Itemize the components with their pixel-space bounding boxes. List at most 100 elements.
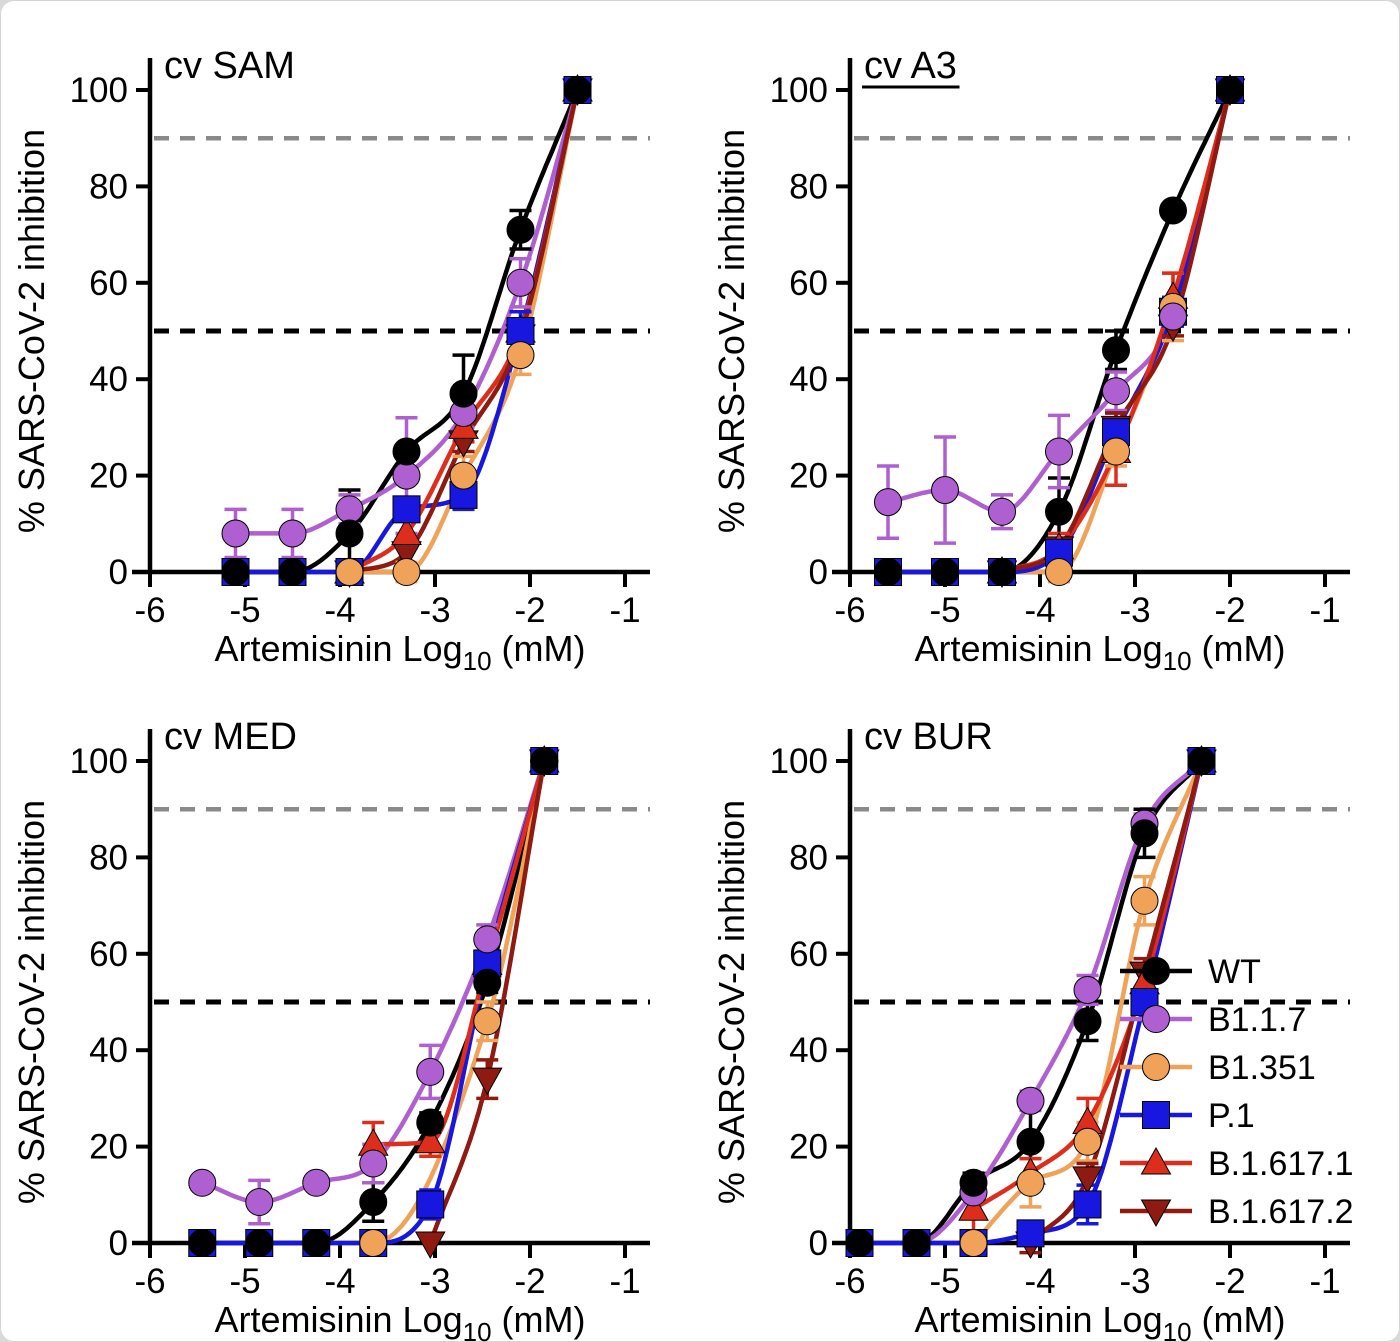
x-tick-label: -5 — [229, 1262, 260, 1301]
x-tick-label: -2 — [514, 591, 545, 630]
data-point-wt — [392, 437, 421, 466]
legend-marker-wt — [1142, 957, 1170, 985]
y-tick-label: 40 — [789, 360, 828, 399]
y-tick-label: 100 — [770, 742, 828, 781]
data-point-b-1-617-2 — [414, 1231, 446, 1260]
panel-title: cv SAM — [164, 45, 295, 87]
x-tick-label: -2 — [514, 1262, 545, 1301]
x-tick-label: -3 — [419, 1262, 450, 1301]
data-point-wt — [221, 558, 250, 586]
data-point-p-1 — [1016, 1219, 1045, 1248]
data-point-b-1-617-2 — [1072, 1166, 1103, 1194]
legend-item-b-1-617-2: B.1.617.2 — [1120, 1193, 1354, 1231]
y-tick-label: 0 — [109, 553, 128, 592]
chart-panel-cv-a3: 0 20 40 60 80 100 -6 -5 -4 -3 -2 -1 Artemisinin Log1… — [711, 45, 1350, 671]
legend-label: B1.1.7 — [1208, 1001, 1306, 1039]
data-point-wt — [449, 379, 478, 408]
legend-label: B.1.617.2 — [1208, 1193, 1354, 1231]
data-point-wt — [959, 1168, 988, 1197]
data-point-b1-1-7 — [278, 519, 307, 548]
x-tick-label: -1 — [1309, 1262, 1340, 1301]
x-tick-label: -3 — [1119, 1262, 1150, 1301]
y-tick-label: 80 — [789, 167, 828, 206]
x-tick-label: -4 — [324, 591, 355, 630]
data-point-b1-1-7 — [302, 1168, 331, 1197]
data-point-wt — [1216, 76, 1244, 104]
data-point-wt — [1159, 196, 1187, 225]
data-point-b1-351 — [506, 341, 535, 370]
x-tick-label: -1 — [1309, 591, 1340, 630]
y-tick-label: 100 — [70, 71, 128, 110]
y-tick-label: 0 — [809, 553, 828, 592]
chart-panel-cv-sam: 0 20 40 60 80 100 -6 -5 -4 -3 -2 -1 Artemisinin Log1… — [11, 45, 650, 671]
data-point-b1-351 — [473, 1007, 502, 1036]
y-tick-label: 40 — [89, 360, 128, 399]
x-tick-label: -6 — [834, 1262, 865, 1301]
data-point-wt — [874, 558, 902, 586]
legend-marker-b1-1-7 — [1142, 1005, 1170, 1033]
data-point-b1-1-7 — [988, 497, 1016, 526]
x-axis-title: Artemisinin Log10 (mM) — [214, 1299, 585, 1342]
x-tick-label: -6 — [834, 591, 865, 630]
y-tick-label: 0 — [809, 1224, 828, 1263]
data-point-wt — [1073, 1007, 1102, 1036]
y-tick-label: 80 — [89, 167, 128, 206]
data-point-wt — [302, 1229, 331, 1257]
y-tick-label: 60 — [89, 264, 128, 303]
y-tick-label: 20 — [89, 1128, 128, 1167]
chart-panel-cv-bur: 0 20 40 60 80 100 -6 -5 -4 -3 -2 -1 Artemisinin Log1… — [711, 716, 1354, 1342]
legend-label: B.1.617.1 — [1208, 1145, 1354, 1183]
data-point-wt — [1045, 497, 1073, 526]
legend-item-b-1-617-1: B.1.617.1 — [1120, 1145, 1354, 1183]
panel-title: cv BUR — [864, 716, 993, 758]
legend-label: B1.351 — [1208, 1049, 1316, 1087]
data-point-b1-351 — [1130, 886, 1159, 915]
data-point-wt — [278, 558, 307, 586]
data-point-wt — [1102, 336, 1130, 365]
data-point-b-1-617-2 — [471, 1067, 503, 1096]
y-axis-title: % SARS-CoV-2 inhibition — [11, 800, 52, 1204]
x-tick-label: -3 — [419, 591, 450, 630]
legend-marker-p-1 — [1142, 1101, 1170, 1129]
data-point-b1-1-7 — [1102, 377, 1130, 406]
data-point-b-1-617-1 — [391, 517, 422, 545]
x-axis-title: Artemisinin Log10 (mM) — [214, 628, 585, 671]
y-tick-label: 20 — [789, 1128, 828, 1167]
data-point-b1-1-7 — [1045, 437, 1073, 466]
y-tick-label: 80 — [789, 838, 828, 877]
curve-b-1-617-1 — [373, 760, 547, 1147]
data-point-wt — [845, 1229, 874, 1257]
y-tick-label: 20 — [89, 457, 128, 496]
legend-marker-b1-351 — [1142, 1053, 1170, 1081]
data-point-wt — [359, 1188, 388, 1217]
y-tick-label: 60 — [89, 935, 128, 974]
data-point-b1-1-7 — [506, 268, 535, 297]
x-tick-label: -3 — [1119, 591, 1150, 630]
panel-title: cv MED — [164, 716, 297, 758]
x-tick-label: -2 — [1214, 1262, 1245, 1301]
chart-panel-cv-med: 0 20 40 60 80 100 -6 -5 -4 -3 -2 -1 Artemisinin Log1… — [11, 716, 650, 1342]
data-point-b1-351 — [392, 558, 421, 586]
y-tick-label: 0 — [109, 1224, 128, 1263]
x-tick-label: -4 — [324, 1262, 355, 1301]
x-axis-title: Artemisinin Log10 (mM) — [914, 628, 1285, 671]
data-point-b1-351 — [1073, 1127, 1102, 1156]
data-point-p-1 — [416, 1190, 445, 1219]
data-point-b1-351 — [359, 1229, 388, 1257]
data-point-b1-1-7 — [1159, 302, 1187, 331]
data-point-wt — [1130, 819, 1159, 848]
data-point-wt — [416, 1108, 445, 1137]
data-point-wt — [188, 1229, 217, 1257]
data-point-b1-351 — [959, 1229, 988, 1257]
data-point-b1-1-7 — [874, 488, 902, 517]
data-point-wt — [245, 1229, 274, 1257]
data-point-b1-1-7 — [359, 1149, 388, 1178]
x-tick-label: -2 — [1214, 591, 1245, 630]
data-point-b1-351 — [1016, 1168, 1045, 1197]
data-point-wt — [988, 558, 1016, 586]
data-point-p-1 — [1073, 1190, 1102, 1219]
data-point-b1-1-7 — [931, 476, 959, 505]
data-point-wt — [931, 558, 959, 586]
legend: WT B1.1.7 B1.351 P.1 B.1.617.1 B.1.617.2 — [1120, 953, 1354, 1231]
